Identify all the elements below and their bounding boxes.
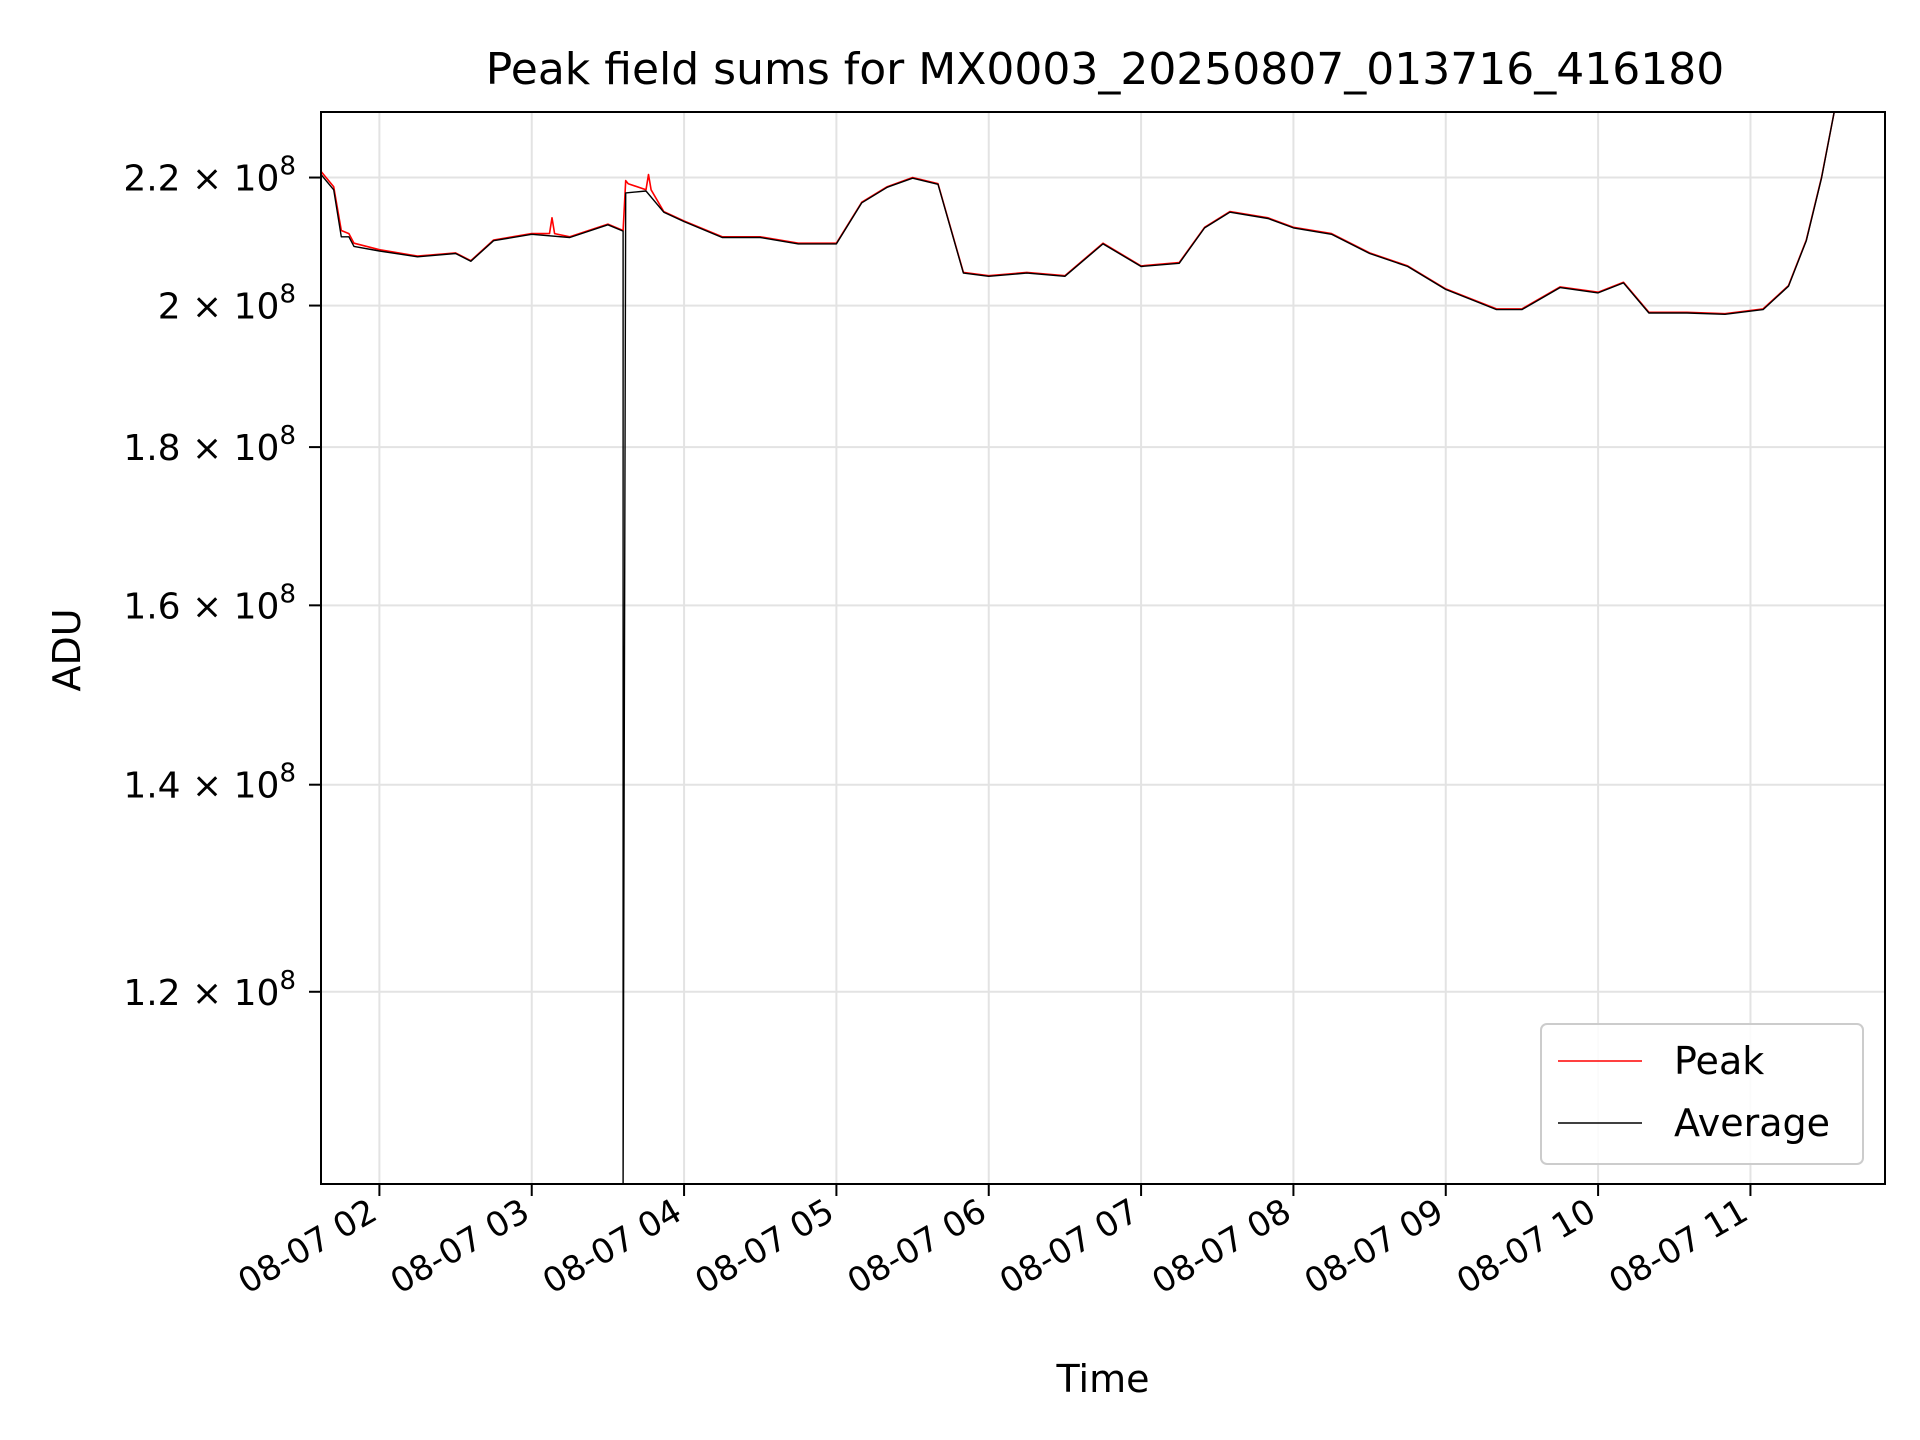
legend-label-average: Average [1674, 1101, 1830, 1145]
y-tick-exponent: 8 [279, 280, 296, 310]
y-tick-exponent: 8 [279, 759, 296, 789]
y-tick-mantissa: 2 [158, 287, 181, 328]
series-group [321, 112, 1835, 1184]
series-line-average [321, 112, 1835, 1184]
plot-frame [320, 111, 1886, 1185]
chart-title: Peak field sums for MX0003_20250807_0137… [486, 44, 1724, 95]
y-tick-mantissa: 1.6 [123, 586, 180, 627]
y-tick-exponent: 8 [279, 152, 296, 182]
legend-box [1540, 1023, 1864, 1165]
y-tick-mantissa: 1.4 [123, 766, 180, 807]
legend: Peak Average [1540, 1023, 1864, 1165]
y-axis-label: ADU [45, 608, 89, 691]
y-tick-exponent: 8 [279, 421, 296, 451]
grid [321, 112, 1885, 1184]
y-tick-exponent: 8 [279, 966, 296, 996]
y-tick-label: 1.8 × 108 [123, 421, 296, 469]
y-tick-label: 1.4 × 108 [123, 759, 296, 807]
y-tick-mantissa: 2.2 [123, 159, 180, 200]
y-tick-mantissa: 1.8 [123, 428, 180, 469]
x-axis-label: Time [1056, 1357, 1150, 1401]
y-tick-mantissa: 1.2 [123, 973, 180, 1014]
y-tick-label: 1.2 × 108 [123, 966, 296, 1014]
y-tick-label: 1.6 × 108 [123, 579, 296, 627]
y-tick-exponent: 8 [279, 579, 296, 609]
y-tick-label: 2 × 108 [158, 280, 296, 328]
y-axis: 1.2 × 108 1.4 × 108 1.6 × 108 1.8 × 108 2 × … [123, 152, 321, 1014]
y-tick-label: 2.2 × 108 [123, 152, 296, 200]
legend-label-peak: Peak [1674, 1039, 1764, 1083]
